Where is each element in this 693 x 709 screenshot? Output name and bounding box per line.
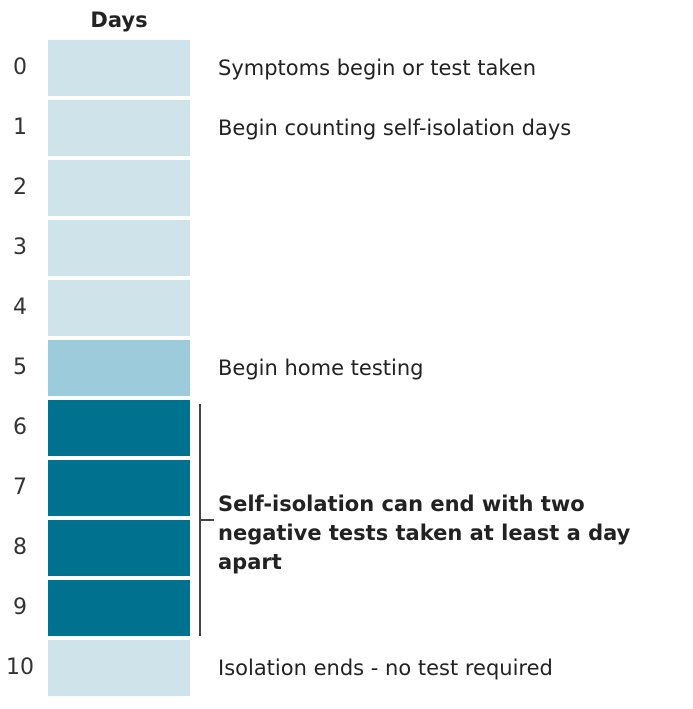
day-row: 9 (0, 580, 693, 640)
day-box (48, 520, 190, 576)
day-row: 1 Begin counting self-isolation days (0, 100, 693, 160)
day-row: 5 Begin home testing (0, 340, 693, 400)
days-column-header: Days (90, 8, 148, 32)
day-box (48, 340, 190, 396)
day-number: 9 (13, 595, 27, 620)
day-number: 3 (13, 235, 27, 260)
day-row: 2 (0, 160, 693, 220)
day-number: 1 (13, 115, 27, 140)
day-box (48, 40, 190, 96)
day-box (48, 640, 190, 696)
bracket-tick (199, 519, 214, 521)
isolation-end-note: Self-isolation can end with two negative… (218, 492, 631, 574)
day-label: Begin counting self-isolation days (218, 116, 572, 140)
day-box (48, 160, 190, 216)
day-box (48, 460, 190, 516)
day-box (48, 220, 190, 276)
day-box (48, 400, 190, 456)
day-number: 0 (13, 55, 27, 80)
day-number: 8 (13, 535, 27, 560)
day-label: Isolation ends - no test required (218, 656, 553, 680)
day-row: 0 Symptoms begin or test taken (0, 40, 693, 100)
day-row: 10 Isolation ends - no test required (0, 640, 693, 700)
day-row: 6 (0, 400, 693, 460)
day-number: 5 (13, 355, 27, 380)
day-box (48, 280, 190, 336)
day-number: 10 (6, 655, 34, 680)
day-number: 2 (13, 175, 27, 200)
day-number: 4 (13, 295, 27, 320)
day-row: 3 (0, 220, 693, 280)
day-label: Symptoms begin or test taken (218, 56, 537, 80)
day-label: Begin home testing (218, 356, 424, 380)
isolation-end-bracket (199, 404, 214, 636)
day-row: 8 (0, 520, 693, 580)
day-number: 7 (13, 475, 27, 500)
day-number: 6 (13, 415, 27, 440)
day-row: 7 (0, 460, 693, 520)
day-row: 4 (0, 280, 693, 340)
day-box (48, 100, 190, 156)
day-box (48, 580, 190, 636)
